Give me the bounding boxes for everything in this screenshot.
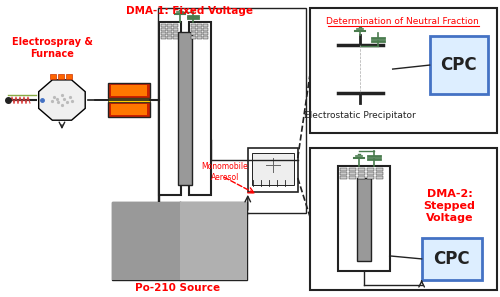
Bar	[66, 74, 72, 79]
Bar	[173, 28, 178, 31]
Bar	[167, 24, 172, 27]
Bar	[167, 32, 172, 35]
Bar	[340, 172, 346, 175]
Bar	[358, 176, 364, 179]
Text: Po-210 Source: Po-210 Source	[136, 283, 220, 293]
Text: Electrospray &
Furnace: Electrospray & Furnace	[12, 37, 92, 59]
Bar	[108, 98, 150, 102]
Bar	[167, 36, 172, 39]
Bar	[376, 176, 382, 179]
Bar	[252, 153, 294, 185]
Bar	[197, 36, 202, 39]
Bar	[203, 32, 208, 35]
Bar	[203, 36, 208, 39]
Bar	[356, 178, 370, 261]
Bar	[58, 74, 64, 79]
Bar	[191, 28, 196, 31]
Text: DMA-2:
Stepped
Voltage: DMA-2: Stepped Voltage	[424, 189, 476, 222]
Bar	[159, 22, 181, 195]
Bar	[173, 36, 178, 39]
Bar	[310, 8, 496, 133]
Bar	[366, 172, 374, 175]
Text: Determination of Neutral Fraction: Determination of Neutral Fraction	[326, 17, 479, 26]
Bar	[340, 168, 346, 171]
Bar	[167, 28, 172, 31]
Bar	[422, 238, 482, 280]
Bar	[310, 148, 496, 290]
Bar	[348, 176, 356, 179]
Text: Electrostatic Precipitator: Electrostatic Precipitator	[304, 110, 416, 119]
Bar	[112, 202, 247, 280]
Bar	[430, 36, 488, 94]
Bar	[108, 83, 150, 98]
Bar	[112, 202, 180, 280]
Bar	[50, 74, 56, 79]
Bar	[173, 24, 178, 27]
Text: DMA-1: Fixed Voltage: DMA-1: Fixed Voltage	[126, 6, 254, 16]
Bar	[191, 36, 196, 39]
Bar	[108, 102, 150, 117]
Bar	[178, 32, 192, 185]
Bar	[358, 172, 364, 175]
Bar	[161, 36, 166, 39]
Bar	[348, 168, 356, 171]
Bar	[338, 166, 390, 271]
Bar	[348, 172, 356, 175]
Bar	[197, 32, 202, 35]
Bar	[111, 85, 147, 96]
Bar	[376, 172, 382, 175]
Bar	[376, 168, 382, 171]
Bar	[161, 32, 166, 35]
Bar	[191, 32, 196, 35]
Bar	[173, 32, 178, 35]
Bar	[358, 168, 364, 171]
Text: CPC: CPC	[434, 250, 470, 268]
Bar	[366, 168, 374, 171]
Bar	[366, 176, 374, 179]
Polygon shape	[38, 80, 85, 120]
Bar	[203, 28, 208, 31]
Bar	[111, 104, 147, 115]
Bar	[189, 22, 211, 195]
Bar	[158, 8, 306, 213]
Bar	[340, 176, 346, 179]
Bar	[180, 202, 247, 280]
Bar	[191, 24, 196, 27]
Text: Monomobile
Aerosol: Monomobile Aerosol	[202, 162, 248, 182]
Bar	[161, 28, 166, 31]
Bar	[197, 28, 202, 31]
Text: CPC: CPC	[440, 56, 477, 74]
Bar	[161, 24, 166, 27]
Bar	[203, 24, 208, 27]
Bar	[197, 24, 202, 27]
Bar	[248, 148, 298, 192]
